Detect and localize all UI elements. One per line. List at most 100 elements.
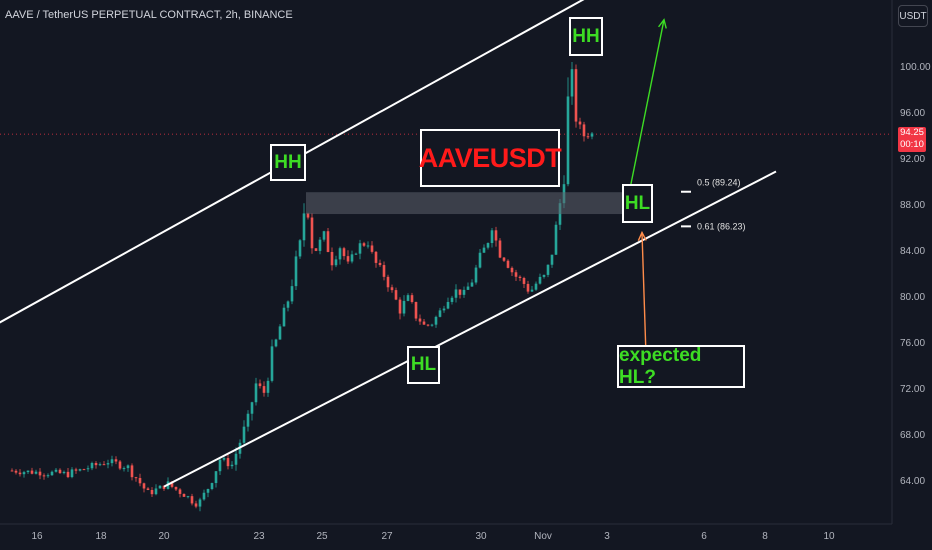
bar-countdown: 00:10: [900, 139, 924, 150]
candle-body: [430, 324, 434, 326]
time-axis-tick: 16: [31, 531, 43, 542]
candle-body: [230, 464, 234, 467]
candle-body: [130, 465, 134, 478]
candle-body: [542, 274, 546, 277]
candle-body: [546, 264, 550, 275]
candle-body: [334, 259, 338, 266]
candle-body: [374, 251, 378, 263]
candle-body: [570, 69, 574, 97]
candle-body: [398, 299, 402, 314]
currency-button[interactable]: USDT: [898, 5, 928, 27]
candle-body: [274, 339, 278, 347]
candle-body: [290, 286, 294, 302]
time-axis-tick: 20: [158, 531, 170, 542]
price-axis-tick: 68.00: [900, 430, 926, 441]
candle-body: [354, 253, 358, 255]
candle-body: [470, 282, 474, 287]
candle-body: [438, 310, 442, 317]
candle-body: [330, 251, 334, 266]
candle-body: [286, 301, 290, 308]
candle-body: [482, 247, 486, 253]
time-axis-tick: 23: [253, 531, 265, 542]
candle-body: [478, 252, 482, 268]
candle-body: [66, 471, 70, 478]
candle-body: [414, 301, 418, 319]
symbol-title-box: AAVEUSDT: [418, 129, 562, 187]
candle-body: [170, 481, 174, 487]
candle-body: [390, 287, 394, 291]
candle-body: [94, 463, 98, 466]
candle-body: [254, 383, 258, 403]
candle-body: [578, 121, 582, 125]
candle-body: [346, 256, 350, 262]
candle-body: [54, 469, 58, 472]
fib-level-label: 0.5 (89.24): [697, 178, 741, 188]
candle-body: [262, 386, 266, 393]
candle-body: [250, 402, 254, 414]
hl-label-1: HL: [407, 346, 440, 384]
candle-body: [306, 213, 310, 218]
candle-body: [138, 478, 142, 484]
candle-body: [458, 289, 462, 295]
price-axis-tick: 76.00: [900, 338, 926, 349]
candle-body: [342, 248, 346, 257]
candle-body: [358, 243, 362, 254]
candle-body: [22, 472, 26, 475]
candle-body: [102, 464, 106, 466]
candle-body: [582, 124, 586, 137]
time-axis-tick: Nov: [534, 531, 552, 542]
candle-body: [490, 230, 494, 244]
candle-body: [294, 256, 298, 287]
time-axis-tick: 10: [823, 531, 835, 542]
candle-body: [198, 499, 202, 507]
candle-body: [466, 286, 470, 290]
candle-body: [322, 231, 326, 240]
channel-lower-line: [163, 170, 777, 488]
hl-label-1-text: HL: [410, 354, 437, 375]
candle-body: [386, 276, 390, 288]
candle-body: [46, 475, 50, 477]
candle-body: [326, 231, 330, 252]
candle-body: [350, 254, 354, 262]
time-axis-tick: 18: [95, 531, 107, 542]
candle-body: [586, 136, 590, 138]
candle-body: [494, 230, 498, 241]
candle-body: [590, 133, 594, 137]
candle-body: [450, 297, 454, 302]
current-price-value: 94.25: [900, 127, 924, 138]
candle-body: [82, 469, 86, 471]
candle-body: [98, 464, 102, 466]
symbol-title-text: AAVEUSDT: [418, 142, 562, 173]
candle-body: [382, 265, 386, 277]
candle-body: [514, 272, 518, 277]
time-axis-tick: 8: [762, 531, 768, 542]
support-arrow-shaft: [641, 232, 647, 356]
candle-body: [454, 289, 458, 298]
candle-body: [498, 240, 502, 258]
candle-body: [402, 300, 406, 314]
candle-body: [202, 492, 206, 500]
candle-body: [370, 245, 374, 252]
candle-body: [554, 224, 558, 255]
candle-body: [282, 307, 286, 327]
candle-body: [150, 489, 154, 495]
time-axis-tick: 30: [475, 531, 487, 542]
candle-body: [162, 485, 166, 489]
up-arrow-head: [658, 18, 667, 29]
candle-body: [190, 496, 194, 504]
candle-body: [418, 318, 422, 322]
candle-body: [34, 471, 38, 474]
candle-body: [362, 243, 366, 246]
expected-hl-label: expected HL?: [617, 345, 745, 388]
candle-body: [446, 301, 450, 309]
candle-body: [486, 243, 490, 248]
expected-hl-text: expected HL?: [619, 344, 702, 388]
candle-body: [406, 295, 410, 301]
candle-body: [222, 458, 226, 460]
price-axis-tick: 72.00: [900, 384, 926, 395]
candle-body: [122, 468, 126, 470]
candle-body: [550, 254, 554, 265]
candle-body: [462, 289, 466, 295]
candle-body: [434, 316, 438, 325]
